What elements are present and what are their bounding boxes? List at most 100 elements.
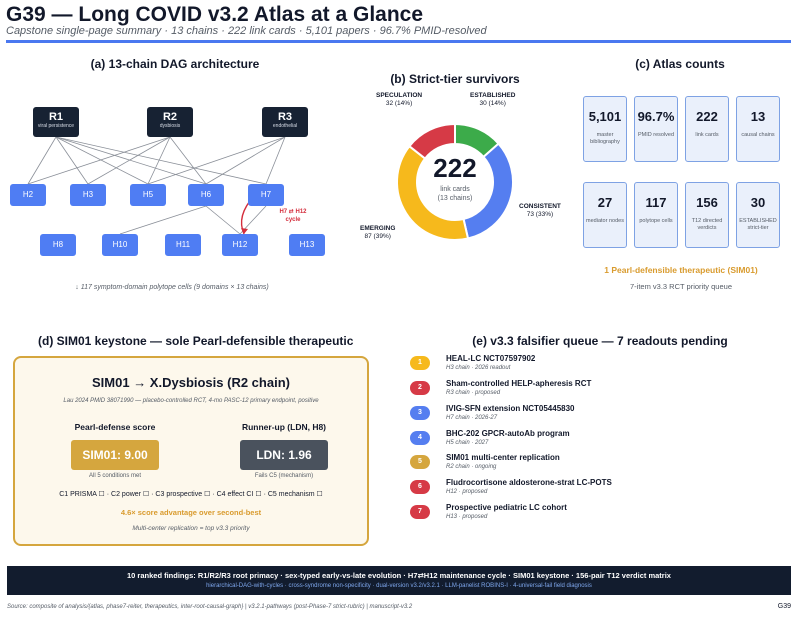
queue-item: 6 Fludrocortisone aldosterone-strat LC-P…	[410, 478, 770, 502]
card-label: causal chains	[741, 132, 775, 138]
dag-node-h6: H6	[188, 184, 224, 206]
segment-value: 87 (39%)	[364, 233, 391, 240]
queue-item: 1 HEAL-LC NCT07597902 H3 chain · 2026 re…	[410, 354, 770, 378]
count-card-bibliography: 5,101 master bibliography	[583, 96, 627, 162]
queue-item-subtitle: H12 · proposed	[446, 489, 488, 495]
segment-label-established: ESTABLISHED 30 (14%)	[470, 92, 515, 108]
queue-item: 2 Sham-controlled HELP-apheresis RCT R3 …	[410, 379, 770, 403]
segment-label-consistent: CONSISTENT 73 (33%)	[519, 203, 561, 219]
donut-segment-speculation	[407, 122, 456, 160]
score-advantage: 4.6× score advantage over second-best	[120, 508, 262, 517]
dag-root-r2: R2 dysbiosis	[147, 107, 193, 137]
card-value: 13	[750, 109, 766, 124]
queue-item-subtitle: R3 chain · proposed	[446, 390, 501, 396]
root-label: endothelial	[272, 123, 298, 129]
segment-name: SPECULATION	[376, 92, 423, 99]
card-value: 222	[696, 109, 718, 124]
queue-rank-badge: 4	[410, 431, 430, 445]
queue-item-subtitle: H13 · proposed	[446, 514, 488, 520]
segment-name: EMERGING	[360, 225, 396, 232]
dag-node-h7: H7	[248, 184, 284, 206]
card-label: link cards	[695, 132, 719, 138]
dag-root-r1: R1 viral persistence	[33, 107, 79, 137]
sim01-heading: SIM01 → X.Dysbiosis (R2 chain)	[92, 375, 290, 390]
sim01-box: SIM01 → X.Dysbiosis (R2 chain) Lau 2024 …	[13, 356, 369, 546]
replication-note: Multi-center replication = top v3.3 prio…	[132, 525, 250, 532]
runner-up-heading: Runner-up (LDN, H8)	[241, 422, 327, 432]
panel-d-title: (d) SIM01 keystone — sole Pearl-defensib…	[38, 334, 354, 348]
dag-edges	[27, 136, 286, 235]
card-label: PMID resolved	[637, 132, 675, 138]
card-label: polytope cells	[639, 218, 673, 224]
queue-rank-badge: 7	[410, 505, 430, 519]
panel-c-title: (c) Atlas counts	[635, 57, 725, 71]
findings-banner: 10 ranked findings: R1/R2/R3 root primac…	[7, 566, 791, 595]
root-id: R2	[162, 111, 178, 123]
pearl-score-heading: Pearl-defense score	[74, 422, 156, 432]
queue-item-title: HEAL-LC NCT07597902	[446, 354, 536, 363]
count-card-established: 30 ESTABLISHED strict-tier	[736, 182, 780, 248]
queue-item: 4 BHC-202 GPCR-autoAb program H5 chain ·…	[410, 429, 770, 453]
card-label: mediator nodes	[586, 218, 624, 224]
card-label: ESTABLISHED strict-tier	[739, 218, 777, 231]
ldn-score-note: Fails C5 (mechanism)	[254, 473, 314, 479]
cycle-label: H7 ⇄ H12 cycle	[279, 209, 307, 223]
sim01-score-pill: SIM01: 9.00	[71, 440, 159, 470]
card-value: 156	[696, 195, 718, 210]
segment-value: 30 (14%)	[479, 100, 506, 107]
card-label: master bibliography	[590, 132, 620, 145]
dag-node-h3: H3	[70, 184, 106, 206]
sim01-score-note: All 5 conditions met	[88, 473, 142, 479]
root-label: viral persistence	[37, 123, 75, 129]
queue-item: 5 SIM01 multi-center replication R2 chai…	[410, 453, 770, 477]
queue-item-subtitle: R2 chain · ongoing	[446, 464, 497, 470]
title-rule	[6, 40, 791, 43]
queue-item-subtitle: H7 chain · 2026-27	[446, 415, 498, 421]
page-id: G39	[777, 603, 791, 610]
count-card-pmid: 96.7% PMID resolved	[634, 96, 678, 162]
queue-rank-badge: 5	[410, 455, 430, 469]
queue-item-subtitle: H3 chain · 2026 readout	[446, 365, 511, 371]
card-value: 117	[645, 195, 667, 210]
queue-rank-badge: 6	[410, 480, 430, 494]
dag-node-h8: H8	[40, 234, 76, 256]
center-caption-line2: (13 chains)	[437, 195, 473, 202]
page-title: G39 — Long COVID v3.2 Atlas at a Glance	[6, 3, 424, 26]
card-value: 5,101	[588, 109, 622, 124]
count-card-mediator: 27 mediator nodes	[583, 182, 627, 248]
segment-value: 73 (33%)	[526, 211, 554, 218]
sim01-reference: Lau 2024 PMID 38071990 — placebo-control…	[63, 398, 319, 404]
dag-note: ↓ 117 symptom-domain polytope cells (9 d…	[75, 284, 269, 291]
dag-node-h5: H5	[130, 184, 166, 206]
donut-center-value: 222	[433, 153, 477, 183]
queue-item-title: BHC-202 GPCR-autoAb program	[446, 429, 570, 438]
queue-item-subtitle: H5 chain · 2027	[446, 440, 489, 446]
panel-e-title: (e) v3.3 falsifier queue — 7 readouts pe…	[472, 334, 728, 348]
dag-node-h11: H11	[165, 234, 201, 256]
center-caption-line1: link cards	[440, 186, 470, 193]
root-id: R3	[277, 111, 293, 123]
queue-rank-badge: 1	[410, 356, 430, 370]
page-subtitle: Capstone single-page summary · 13 chains…	[6, 25, 487, 37]
source-line: Source: composite of analysis/{atlas, ph…	[7, 604, 413, 610]
queue-rank-badge: 2	[410, 381, 430, 395]
dag-node-h13: H13	[289, 234, 325, 256]
count-card-verdicts: 156 T12 directed verdicts	[685, 182, 729, 248]
segment-label-emerging: EMERGING 87 (39%)	[360, 225, 395, 241]
queue-item: 7 Prospective pediatric LC cohort H13 · …	[410, 503, 770, 527]
pearl-criteria: C1 PRISMA ☐ · C2 power ☐ · C3 prospectiv…	[59, 491, 323, 498]
dag-node-h2: H2	[10, 184, 46, 206]
queue-rank-badge: 3	[410, 406, 430, 420]
donut-chart	[396, 122, 514, 241]
card-value: 30	[750, 195, 766, 210]
card-value: 96.7%	[637, 109, 675, 124]
donut-center-caption: link cards (13 chains)	[415, 185, 495, 203]
segment-value: 32 (14%)	[385, 100, 413, 107]
queue-item-title: IVIG-SFN extension NCT05445830	[446, 404, 575, 413]
findings-sub: hierarchical-DAG-with-cycles · cross-syn…	[206, 583, 592, 589]
queue-item-title: Sham-controlled HELP-apheresis RCT	[446, 379, 592, 388]
card-label: T12 directed verdicts	[691, 218, 723, 231]
rct-note: 7-item v3.3 RCT priority queue	[630, 282, 732, 291]
dag-node-h12: H12	[222, 234, 258, 256]
segment-name: CONSISTENT	[519, 203, 561, 210]
